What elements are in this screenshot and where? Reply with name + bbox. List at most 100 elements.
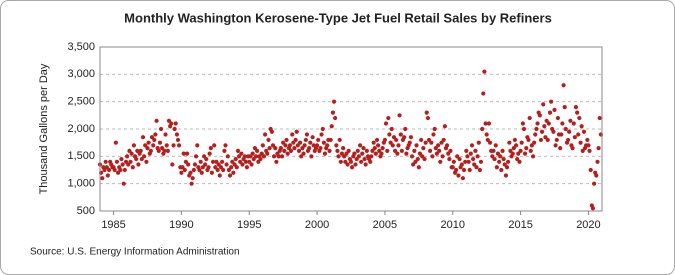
data-point [304,132,310,137]
data-point [263,132,268,137]
data-point [434,151,439,156]
data-point [516,151,521,156]
data-point [115,170,121,175]
data-point [407,140,412,145]
data-point [498,154,503,159]
data-point [353,162,358,167]
data-point [224,162,229,167]
data-point [303,137,308,143]
data-point [242,154,247,159]
data-point [136,162,141,167]
data-point [596,146,601,151]
data-point [216,162,221,167]
data-point [537,113,542,118]
data-point [255,148,260,153]
data-point [361,146,366,151]
data-point [526,137,531,143]
x-tick-label: 2005 [373,219,397,231]
data-point [301,151,306,156]
data-point [199,170,204,175]
data-point [274,159,279,164]
data-point [499,167,504,173]
data-point [106,167,112,173]
data-point [153,132,158,137]
data-point [420,154,425,159]
data-point [292,146,297,151]
data-point [486,121,492,126]
data-point [472,162,477,167]
data-point [250,151,255,156]
data-point [285,151,290,156]
data-point [475,154,480,159]
data-point [580,148,585,153]
data-point [382,137,388,143]
data-point [338,159,343,164]
data-point [267,146,272,151]
data-point [126,162,131,167]
data-point [276,154,281,159]
data-point [176,143,182,148]
data-point [121,181,126,186]
data-point [554,137,559,143]
data-point [260,143,265,148]
data-point [191,167,196,173]
data-point [521,126,527,132]
y-tick-label: 500 [77,205,95,217]
data-point [198,159,203,164]
data-point [213,165,218,170]
data-point [149,135,155,140]
data-point [480,126,485,132]
x-tick-label: 2010 [441,219,465,231]
data-point [577,115,582,121]
data-point [483,121,488,126]
data-point [171,143,176,148]
data-point [482,69,487,74]
data-point [431,132,436,137]
data-point [518,148,523,153]
data-point [555,115,561,121]
x-tick-label: 1985 [101,219,125,231]
chart-title: Monthly Washington Kerosene-Type Jet Fue… [124,10,552,25]
data-point [345,162,350,167]
data-point [349,165,355,170]
data-point [500,148,505,153]
data-point [204,156,209,162]
data-point [270,143,276,148]
data-point [594,173,599,178]
data-point [497,159,502,164]
data-point [543,135,548,140]
data-point [436,143,441,148]
data-point [173,121,178,126]
data-point [568,118,573,123]
data-point [118,167,123,173]
data-point [169,121,174,126]
data-point [442,124,447,129]
data-point [380,146,385,151]
data-point [253,154,259,159]
data-point [461,167,467,173]
data-point [225,154,230,159]
data-point [444,143,450,148]
data-point [122,167,127,173]
data-point [362,156,367,162]
data-point [547,110,553,115]
data-point [295,143,300,148]
data-point [455,154,460,159]
data-point [327,148,332,153]
plot-frame [99,46,603,212]
data-point [403,126,408,132]
data-point [279,154,285,159]
data-point [102,167,107,173]
data-point [396,143,401,148]
data-point [265,151,270,156]
data-point [563,126,568,132]
data-point [454,167,459,173]
data-point [492,156,497,162]
data-point [278,146,283,151]
data-point [152,137,157,143]
data-point [364,148,369,153]
data-point [120,162,125,167]
data-point [450,165,455,170]
y-tick-label: 1,500 [67,150,95,162]
data-point [104,165,109,170]
